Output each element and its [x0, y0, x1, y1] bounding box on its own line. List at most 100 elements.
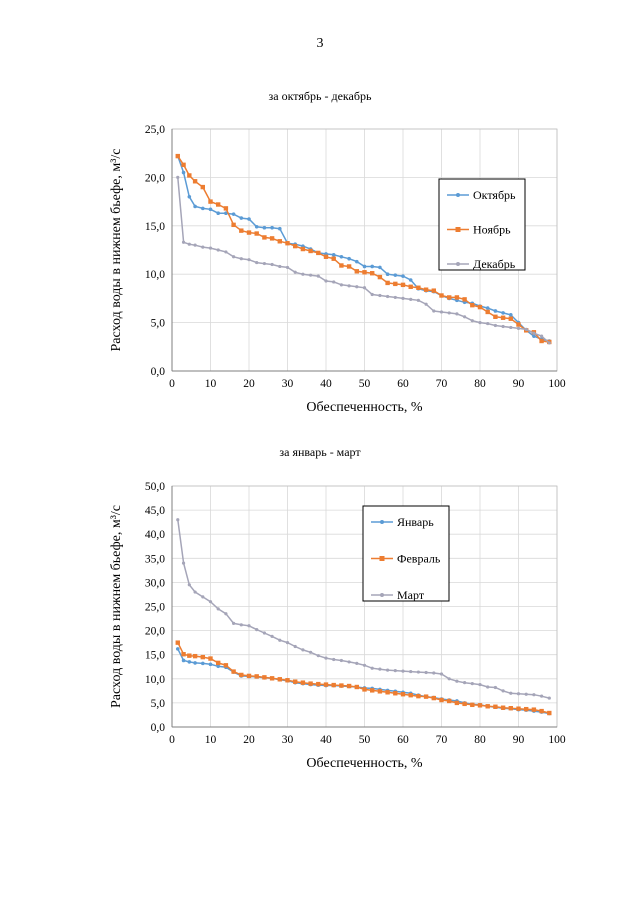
data-point	[316, 681, 321, 687]
data-point	[262, 631, 266, 635]
data-point	[193, 590, 197, 594]
data-point	[316, 654, 320, 658]
data-point	[540, 334, 544, 338]
data-point	[424, 670, 428, 675]
legend-marker	[380, 520, 384, 524]
data-point	[293, 679, 298, 684]
data-point	[477, 703, 483, 708]
data-point	[532, 331, 536, 335]
x-tick-label: 80	[474, 734, 486, 746]
data-point	[278, 638, 282, 642]
y-tick-label: 10,0	[145, 674, 165, 686]
y-tick-label: 20,0	[145, 626, 165, 638]
data-point	[478, 321, 482, 325]
data-point	[501, 311, 505, 315]
data-point	[447, 677, 451, 681]
x-tick-label: 20	[243, 378, 255, 390]
data-point	[386, 668, 390, 672]
data-point	[208, 662, 213, 667]
data-point	[285, 241, 290, 246]
x-tick-label: 40	[320, 378, 332, 390]
x-tick-label: 70	[436, 378, 448, 390]
data-point	[416, 298, 420, 302]
data-point	[193, 661, 197, 665]
data-point	[339, 263, 344, 268]
data-point	[378, 667, 382, 671]
data-point	[486, 321, 490, 326]
data-point	[355, 285, 359, 289]
data-point	[187, 194, 192, 199]
data-point	[200, 654, 205, 660]
data-point	[255, 628, 259, 632]
data-point	[192, 653, 198, 659]
x-tick-label: 50	[359, 378, 371, 390]
data-point	[416, 693, 421, 699]
data-point	[409, 297, 413, 301]
data-point	[354, 684, 359, 690]
legend-marker	[456, 193, 460, 197]
data-point	[508, 316, 513, 321]
data-point	[285, 641, 290, 645]
data-point	[254, 674, 259, 679]
data-point	[539, 708, 544, 714]
legend-label: Октябрь	[473, 188, 516, 202]
data-point	[224, 211, 228, 216]
y-axis-label: Расход воды в нижнем бьефе, м³/с	[109, 505, 124, 708]
data-point	[431, 695, 436, 701]
x-tick-label: 30	[282, 378, 294, 390]
data-point	[175, 647, 180, 651]
x-tick-label: 80	[474, 378, 486, 390]
data-point	[246, 673, 252, 679]
data-point	[439, 697, 444, 703]
data-point	[239, 672, 244, 678]
data-point	[246, 230, 252, 235]
data-point	[208, 656, 213, 661]
legend: Январь Февраль Март	[362, 505, 450, 602]
data-point	[432, 309, 436, 313]
legend-label: Декабрь	[473, 257, 516, 271]
data-point	[378, 265, 382, 270]
x-tick-label: 50	[359, 734, 371, 746]
data-point	[231, 212, 236, 216]
data-point	[181, 561, 186, 565]
data-point	[386, 294, 390, 299]
series-line	[177, 648, 550, 715]
data-point	[416, 670, 420, 674]
y-axis-label: Расход воды в нижнем бьефе, м³/с	[109, 148, 124, 351]
data-point	[262, 261, 266, 266]
data-point	[462, 701, 467, 707]
legend-label: Ноябрь	[473, 223, 511, 237]
data-point	[547, 696, 551, 700]
data-point	[509, 313, 513, 317]
data-point	[493, 323, 497, 328]
data-point	[516, 706, 521, 711]
data-point	[347, 256, 351, 261]
data-point	[362, 687, 367, 692]
data-point	[532, 693, 536, 697]
data-point	[254, 231, 259, 236]
data-point	[424, 302, 428, 306]
data-point	[501, 324, 505, 329]
data-point	[347, 284, 351, 288]
data-point	[224, 250, 228, 254]
data-point	[385, 280, 390, 286]
x-tick-label: 10	[205, 378, 217, 390]
data-point	[200, 184, 205, 190]
data-point	[208, 199, 213, 204]
data-point	[316, 274, 320, 278]
data-point	[346, 264, 352, 269]
data-point	[524, 706, 529, 712]
data-point	[439, 293, 444, 298]
data-point	[331, 682, 336, 688]
data-point	[187, 173, 192, 178]
data-point	[401, 296, 405, 300]
data-point	[493, 314, 498, 319]
data-point	[201, 661, 205, 666]
data-point	[232, 255, 236, 259]
data-point	[332, 280, 336, 284]
x-tick-label: 70	[436, 734, 448, 746]
data-point	[493, 685, 497, 690]
data-point	[309, 273, 313, 277]
legend-label: Январь	[397, 515, 434, 529]
data-point	[485, 704, 490, 709]
